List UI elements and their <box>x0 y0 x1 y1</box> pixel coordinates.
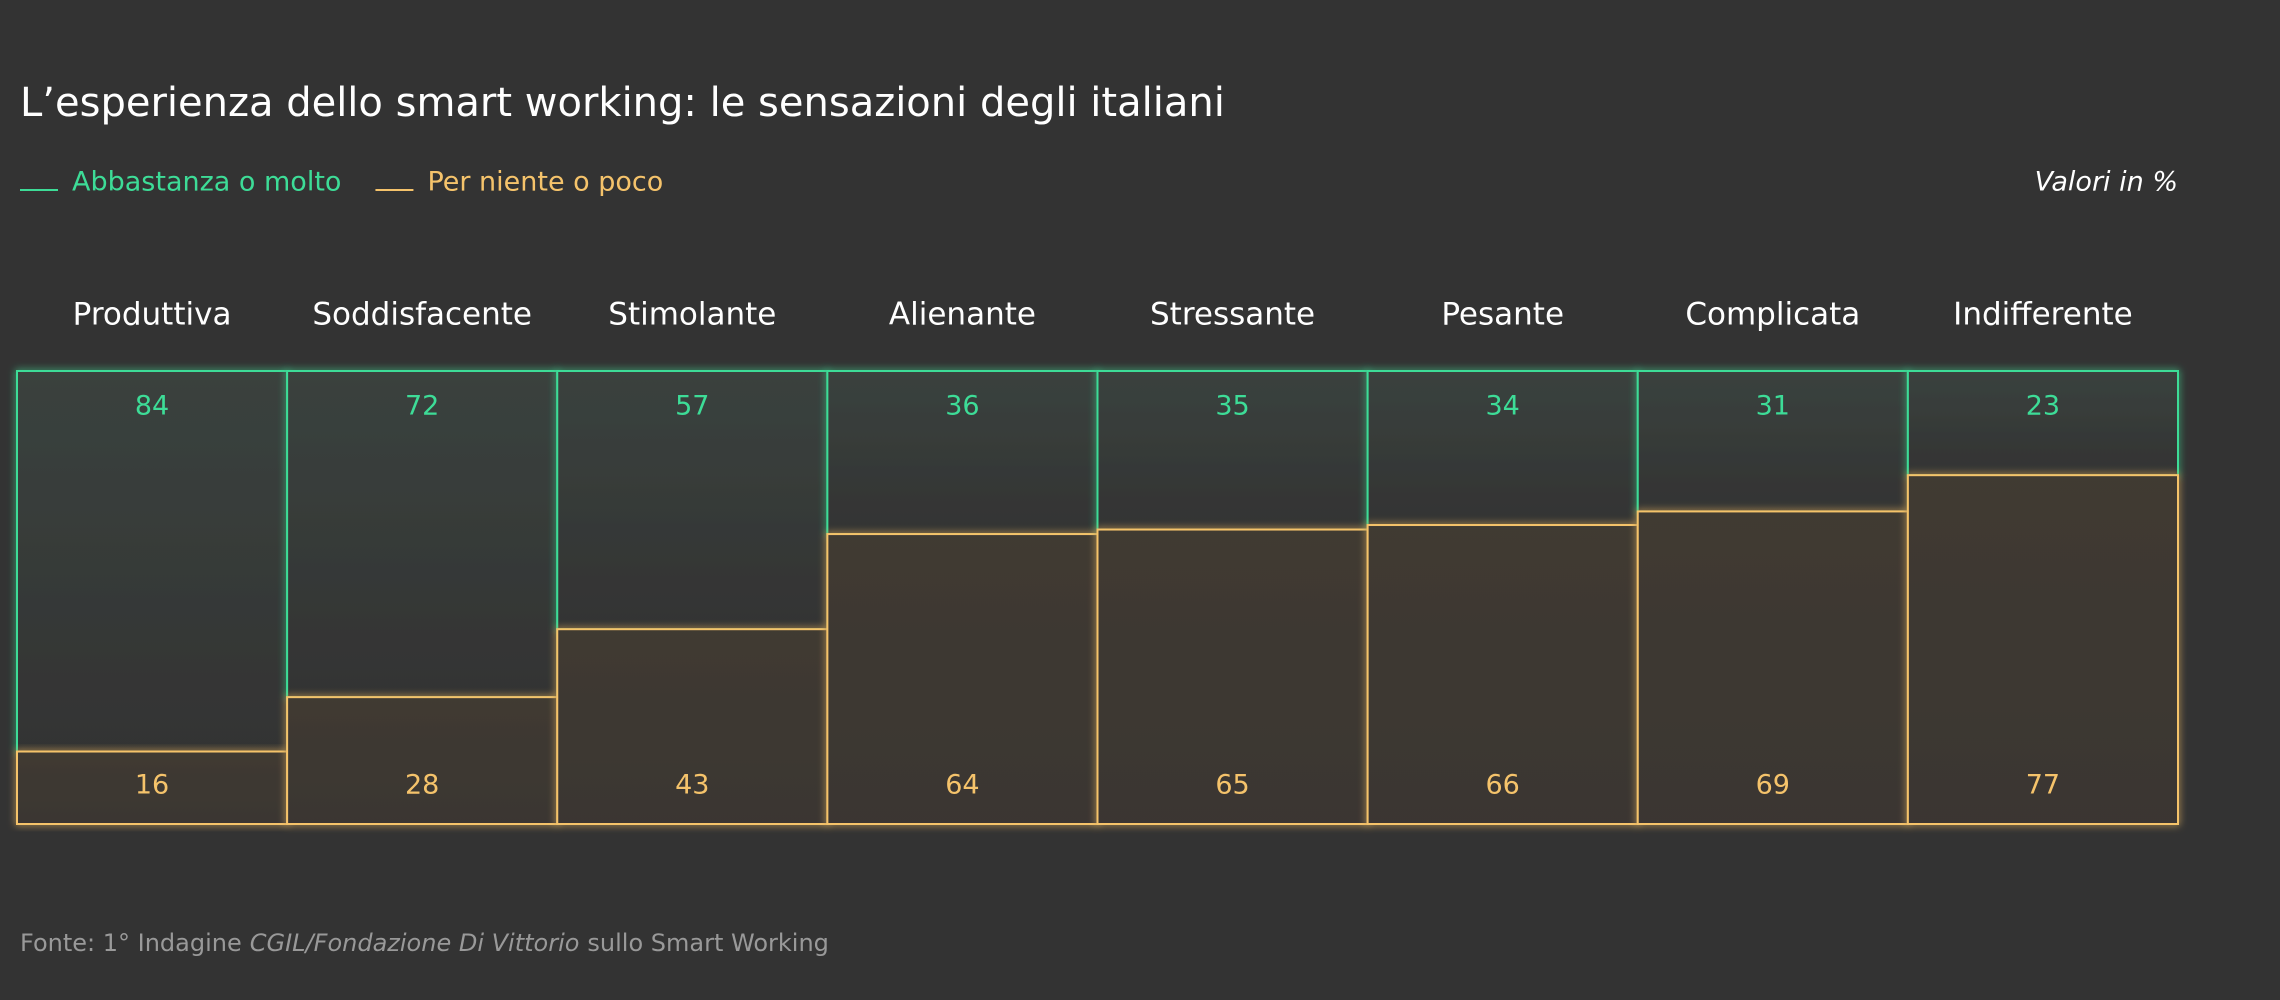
bar-segment <box>1096 370 1369 531</box>
x-tick-label: Indifferente <box>1953 297 2133 333</box>
bar-segment <box>286 370 559 699</box>
x-tick-label: Soddisfacente <box>312 297 532 333</box>
value-label: 43 <box>675 770 709 801</box>
bar-segment <box>286 696 559 825</box>
bar-segment <box>1366 524 1639 826</box>
bar-segment <box>556 370 829 631</box>
value-label: 31 <box>1756 391 1790 422</box>
value-label: 16 <box>135 770 169 801</box>
value-label: 57 <box>675 391 709 422</box>
bar-segment <box>1906 474 2179 825</box>
bar-segment <box>1636 510 1909 825</box>
value-label: 77 <box>2026 770 2060 801</box>
value-label: 84 <box>135 391 169 422</box>
bar-segment <box>556 628 829 826</box>
x-tick-label: Alienante <box>889 297 1036 333</box>
x-tick-label: Pesante <box>1441 297 1564 333</box>
source-suffix: sullo Smart Working <box>587 929 828 957</box>
value-label: 28 <box>405 770 439 801</box>
x-tick-label: Complicata <box>1685 297 1860 333</box>
legend-label: Abbastanza o molto <box>72 167 341 198</box>
chart-title: L’esperienza dello smart working: le sen… <box>20 80 1225 126</box>
bar-segment <box>826 533 1099 826</box>
bar-segment <box>16 750 289 826</box>
source-prefix: Fonte: 1° Indagine <box>20 929 242 957</box>
bar-segment <box>1366 370 1639 527</box>
value-label: 36 <box>945 391 979 422</box>
value-label: 69 <box>1756 770 1790 801</box>
x-tick-label: Stressante <box>1150 297 1315 333</box>
x-tick-label: Produttiva <box>73 297 232 333</box>
legend-label: Per niente o poco <box>427 167 663 198</box>
unit-note: Valori in % <box>2035 167 2178 198</box>
bar-segment <box>1096 528 1369 825</box>
value-label: 65 <box>1215 770 1249 801</box>
x-tick-label: Stimolante <box>608 297 776 333</box>
value-label: 35 <box>1215 391 1249 422</box>
value-label: 66 <box>1486 770 1520 801</box>
bar-segment <box>1636 370 1909 513</box>
bar-segment <box>16 370 289 753</box>
value-label: 23 <box>2026 391 2060 422</box>
bar-segment <box>1906 370 2179 477</box>
source-italic: CGIL/Fondazione Di Vittorio <box>250 929 580 957</box>
value-label: 34 <box>1486 391 1520 422</box>
value-label: 64 <box>945 770 979 801</box>
value-label: 72 <box>405 391 439 422</box>
source: Fonte: 1° Indagine CGIL/Fondazione Di Vit… <box>20 929 829 957</box>
